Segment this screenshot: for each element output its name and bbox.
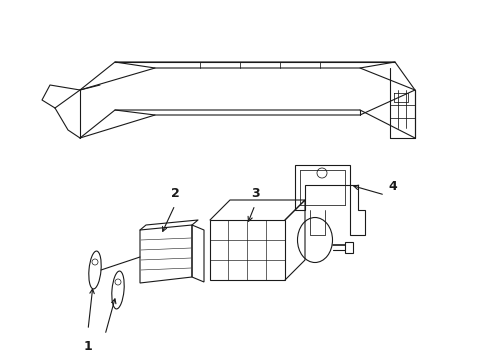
Text: 1: 1: [84, 340, 93, 353]
Text: 4: 4: [388, 180, 397, 193]
Text: 2: 2: [171, 187, 179, 200]
Text: 3: 3: [251, 187, 259, 200]
